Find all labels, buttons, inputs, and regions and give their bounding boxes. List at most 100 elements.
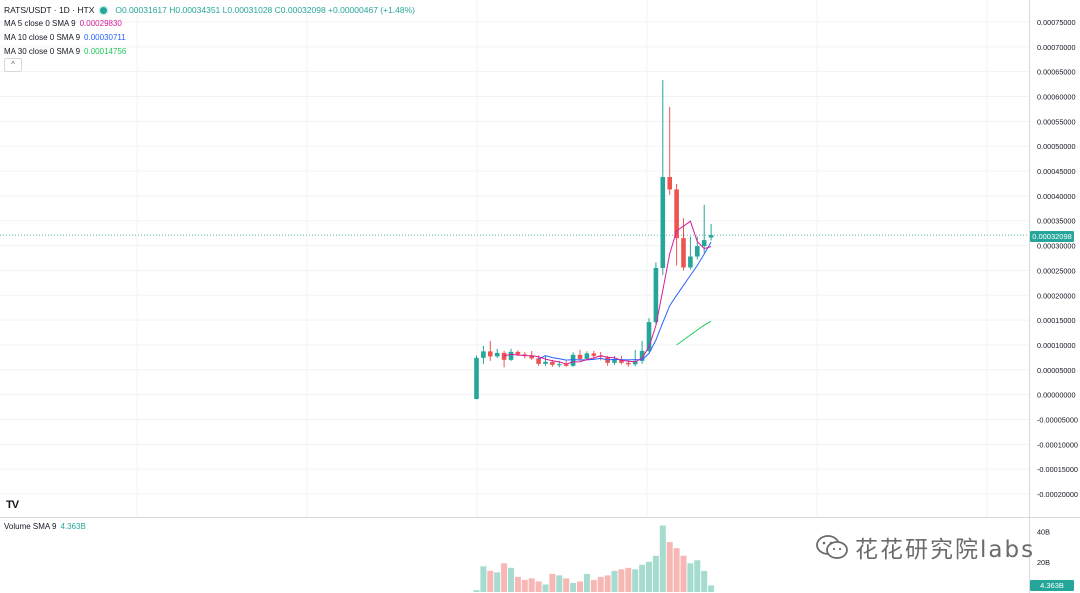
candle (543, 355, 548, 366)
candle-body (681, 238, 686, 268)
candle-body (598, 355, 603, 357)
moving-averages (504, 220, 712, 365)
ma30-legend-row[interactable]: MA 30 close 0 SMA 9 0.00014756 (4, 45, 415, 59)
candle (674, 183, 679, 266)
market-status-icon (100, 6, 108, 14)
candle-body (653, 267, 659, 323)
volume-axis[interactable]: 40B 20B (1037, 528, 1050, 567)
volume-bar (570, 582, 577, 592)
candle-body (543, 361, 548, 364)
ma10-label: MA 10 close 0 SMA 9 (4, 33, 81, 42)
candle-body (674, 189, 679, 239)
volume-bar (521, 579, 528, 592)
candle-body (591, 353, 597, 356)
candle-body (701, 240, 707, 247)
volume-bar (604, 575, 611, 592)
candle (488, 340, 493, 361)
price-tick-label: 0.00070000 (1037, 43, 1076, 52)
ma5-legend-row[interactable]: MA 5 close 0 SMA 9 0.00029830 (4, 17, 415, 31)
volume-indicator-label: Volume SMA 9 (4, 522, 57, 531)
candle (667, 106, 672, 195)
candle (653, 262, 659, 325)
candle-body (536, 358, 541, 364)
candle-body (667, 177, 672, 190)
candle-body (474, 357, 479, 400)
candle (481, 345, 486, 364)
volume-bar (514, 576, 521, 592)
volume-bar (590, 579, 597, 592)
ma30-label: MA 30 close 0 SMA 9 (4, 47, 81, 56)
candle (584, 351, 590, 360)
tradingview-logo[interactable]: TV (6, 499, 19, 511)
candle (681, 218, 686, 271)
candle (688, 236, 693, 270)
candle-body (619, 359, 624, 363)
volume-tick-label: 40B (1037, 528, 1050, 537)
candles (474, 80, 714, 400)
volume-bar (549, 573, 556, 592)
candle (626, 359, 631, 367)
candle (660, 80, 666, 275)
candle (577, 349, 583, 361)
ma5-line (504, 220, 712, 365)
volume-bar (535, 581, 542, 592)
volume-bar (487, 570, 494, 592)
candle-body (695, 246, 700, 257)
volume-bar (666, 542, 673, 592)
volume-bar (563, 578, 570, 592)
ma30-line (676, 320, 712, 346)
volume-bar (646, 561, 652, 592)
candle-body (626, 362, 631, 365)
price-tick-label: -0.00015000 (1037, 465, 1078, 474)
watermark-text: 花花研究院labs (855, 537, 1036, 563)
candle (474, 355, 479, 400)
volume-bar (632, 569, 639, 592)
volume-bar (618, 569, 625, 592)
symbol-row[interactable]: RATS/USDT · 1D · HTX O0.00031617 H0.0003… (4, 3, 415, 17)
ma10-legend-row[interactable]: MA 10 close 0 SMA 9 0.00030711 (4, 31, 415, 45)
volume-bar (639, 564, 646, 592)
volume-bar (680, 555, 687, 592)
volume-bar (687, 563, 694, 592)
grid (0, 0, 1029, 517)
volume-bar (528, 578, 535, 592)
candle (701, 204, 707, 253)
price-tick-label: 0.00035000 (1037, 217, 1076, 226)
candle-body (708, 235, 714, 238)
price-axis[interactable]: 0.00075000 0.00070000 0.00065000 0.00060000… (1037, 18, 1078, 499)
candle-body (481, 351, 486, 358)
volume-bar (597, 576, 604, 592)
candle-body (660, 177, 666, 268)
candle-body (522, 354, 528, 356)
chevron-up-icon: ^ (11, 60, 15, 69)
candle-body (488, 351, 493, 357)
volume-tick-label: 20B (1037, 558, 1050, 567)
candle-body (494, 352, 500, 357)
price-tick-label: -0.00005000 (1037, 415, 1078, 424)
last-price-tag: 0.00032098 (1030, 231, 1074, 242)
ohlc-values: O0.00031617 H0.00034351 L0.00031028 C0.0… (115, 5, 416, 15)
legend-collapse-button[interactable]: ^ (4, 58, 22, 72)
symbol-title[interactable]: RATS/USDT · 1D · HTX (4, 5, 95, 15)
volume-bar (701, 570, 708, 592)
candle (494, 348, 500, 358)
volume-value-tag: 4.363B (1030, 580, 1074, 591)
candle-body (557, 364, 562, 366)
price-tick-label: 0.00000000 (1037, 391, 1076, 400)
candle-body (577, 354, 583, 359)
price-tick-label: -0.00010000 (1037, 440, 1078, 449)
chart-legend: RATS/USDT · 1D · HTX O0.00031617 H0.0003… (4, 3, 415, 59)
candle-body (515, 351, 521, 355)
volume-bar (673, 548, 680, 592)
volume-indicator-value: 4.363B (60, 522, 86, 531)
candle (632, 349, 638, 367)
ma30-value: 0.00014756 (84, 47, 127, 56)
volume-bar (577, 581, 583, 592)
volume-legend[interactable]: Volume SMA 9 4.363B (4, 522, 86, 531)
volume-bar (611, 570, 618, 592)
price-tick-label: 0.00040000 (1037, 192, 1076, 201)
volume-bar (542, 584, 549, 592)
candle-body (501, 352, 507, 360)
ma5-label: MA 5 close 0 SMA 9 (4, 19, 76, 28)
